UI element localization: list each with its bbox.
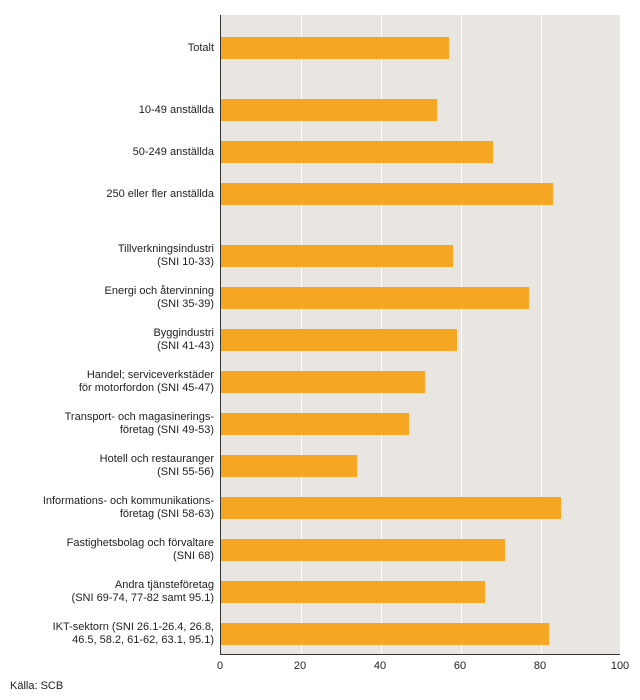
category-label: Tillverkningsindustri(SNI 10-33) xyxy=(14,243,214,268)
category-label: IKT-sektorn (SNI 26.1-26.4, 26.8,46.5, 5… xyxy=(14,621,214,646)
category-label: Energi och återvinning(SNI 35-39) xyxy=(14,285,214,310)
category-label: Informations- och kommunikations-företag… xyxy=(14,495,214,520)
bar xyxy=(221,455,357,477)
x-tick-label: 80 xyxy=(534,660,546,672)
bar xyxy=(221,287,529,309)
bar xyxy=(221,497,561,519)
source-label: Källa: SCB xyxy=(10,680,63,692)
bar xyxy=(221,539,505,561)
bar xyxy=(221,183,553,205)
category-label: 250 eller fler anställda xyxy=(14,188,214,201)
bar xyxy=(221,581,485,603)
x-tick-label: 20 xyxy=(294,660,306,672)
bar xyxy=(221,371,425,393)
bar xyxy=(221,99,437,121)
category-label: Fastighetsbolag och förvaltare(SNI 68) xyxy=(14,537,214,562)
gridline xyxy=(541,15,542,654)
plot-area xyxy=(220,15,620,655)
x-tick-label: 60 xyxy=(454,660,466,672)
gridline xyxy=(621,15,622,654)
bar xyxy=(221,329,457,351)
bar xyxy=(221,37,449,59)
x-tick-label: 0 xyxy=(217,660,223,672)
bar xyxy=(221,623,549,645)
category-label: Handel; serviceverkstäderför motorfordon… xyxy=(14,369,214,394)
x-tick-label: 100 xyxy=(611,660,629,672)
category-label: 10-49 anställda xyxy=(14,104,214,117)
bar xyxy=(221,141,493,163)
category-label: 50-249 anställda xyxy=(14,146,214,159)
category-label: Totalt xyxy=(14,42,214,55)
category-label: Transport- och magasinerings-företag (SN… xyxy=(14,411,214,436)
bar xyxy=(221,245,453,267)
chart-container: Källa: SCB 0 20 40 60 80 100 Totalt 10-49 anstä… xyxy=(10,10,630,690)
bar xyxy=(221,413,409,435)
category-label: Hotell och restauranger(SNI 55-56) xyxy=(14,453,214,478)
category-label: Byggindustri(SNI 41-43) xyxy=(14,327,214,352)
x-tick-label: 40 xyxy=(374,660,386,672)
category-label: Andra tjänsteföretag(SNI 69-74, 77-82 sa… xyxy=(14,579,214,604)
